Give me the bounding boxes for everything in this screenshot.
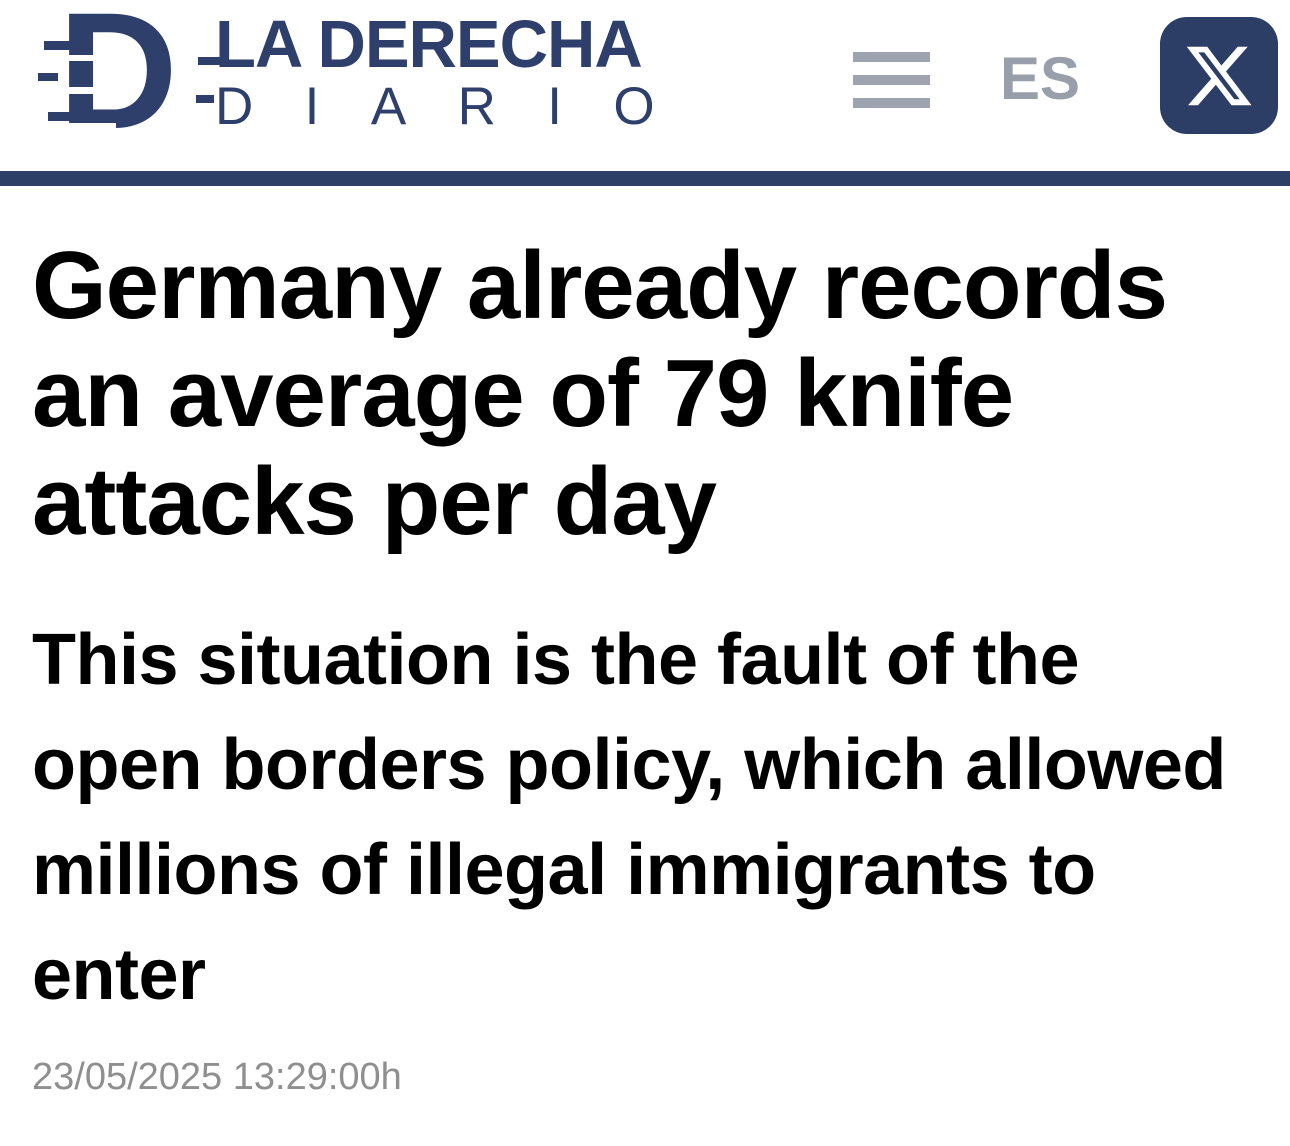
logo-d-glyph: D [38,0,220,155]
x-social-link[interactable] [1160,17,1278,134]
menu-button[interactable] [853,50,930,110]
logo-glitch-bar [196,95,214,103]
subheadline-line: enter [32,935,206,1015]
subheadline-line: millions of illegal immigrants to [32,830,1096,910]
article: Germany already records an average of 79… [0,232,1290,1099]
subheadline-line: open borders policy, which allowed [32,725,1226,805]
site-header: D LA DERECHA DIARIO ES [0,0,1290,171]
site-logo[interactable]: D LA DERECHA DIARIO [38,0,707,171]
article-headline: Germany already records an average of 79… [32,232,1258,556]
brand-wordmark: LA DERECHA DIARIO [215,7,707,136]
article-timestamp: 23/05/2025 13:29:00h [32,1056,402,1098]
logo-glitch-bar [198,57,220,65]
logo-glitch-slit [58,87,124,94]
hamburger-icon [853,50,930,110]
subheadline-line: This situation is the fault of the [32,620,1080,700]
brand-name-line1: LA DERECHA [215,7,643,82]
headline-line: Germany already records [32,232,1168,339]
logo-glitch-bar [38,73,58,81]
logo-glitch-bar [48,112,82,121]
headline-line: an average of 79 knife [32,340,1014,447]
header-divider-bar [0,171,1290,186]
language-toggle[interactable]: ES [1000,45,1081,112]
x-logo-icon [1186,46,1252,105]
headline-line: attacks per day [32,448,717,555]
logo-glitch-slit [68,123,116,129]
brand-name-line2: DIARIO [215,77,707,136]
logo-glitch-bar [44,41,70,50]
article-subheadline: This situation is the fault of the open … [32,608,1258,1028]
logo-glitch-slit [64,55,116,61]
